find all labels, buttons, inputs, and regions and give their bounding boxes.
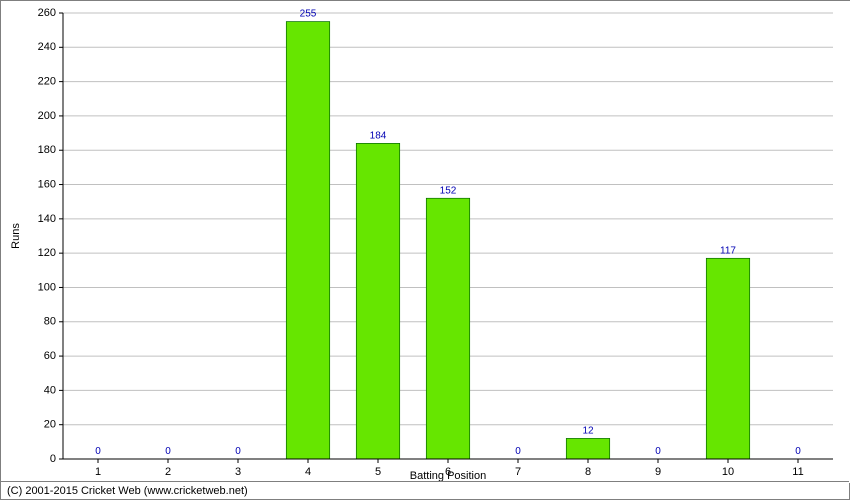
svg-text:40: 40 (44, 384, 56, 396)
x-tick-label: 8 (585, 466, 591, 478)
svg-text:100: 100 (38, 281, 56, 293)
x-tick-label: 2 (165, 466, 171, 478)
x-tick-label: 3 (235, 466, 241, 478)
x-tick-label: 10 (722, 466, 734, 478)
svg-text:80: 80 (44, 316, 56, 328)
svg-text:160: 160 (38, 178, 56, 190)
x-tick-label: 11 (792, 466, 803, 478)
bar-chart: 0204060801001201401601802002202402600102… (1, 1, 850, 483)
svg-text:120: 120 (38, 247, 56, 259)
y-axis-title: Runs (10, 223, 22, 249)
bar-value-label: 12 (582, 425, 594, 436)
bar-value-label: 0 (515, 446, 521, 457)
copyright-footer: (C) 2001-2015 Cricket Web (www.cricketwe… (1, 481, 849, 499)
bar-value-label: 255 (300, 9, 317, 20)
bar (566, 438, 609, 459)
svg-text:240: 240 (38, 41, 56, 53)
x-tick-label: 7 (515, 466, 521, 478)
bar-value-label: 0 (655, 446, 661, 457)
bar (426, 198, 469, 459)
svg-text:60: 60 (44, 350, 56, 362)
bar-value-label: 184 (370, 130, 387, 141)
x-tick-label: 5 (375, 466, 381, 478)
svg-text:0: 0 (50, 453, 56, 465)
svg-text:140: 140 (38, 213, 56, 225)
bar (286, 22, 329, 459)
bar-value-label: 152 (440, 185, 457, 196)
x-tick-label: 1 (95, 466, 101, 478)
svg-text:200: 200 (38, 110, 56, 122)
bar-value-label: 117 (720, 245, 736, 256)
svg-text:20: 20 (44, 419, 56, 431)
bar-value-label: 0 (235, 446, 241, 457)
x-tick-label: 4 (305, 466, 311, 478)
bar (706, 258, 749, 459)
x-tick-label: 9 (655, 466, 661, 478)
chart-container: 0204060801001201401601802002202402600102… (0, 0, 850, 500)
svg-text:260: 260 (38, 7, 56, 19)
bar-value-label: 0 (95, 446, 101, 457)
svg-text:180: 180 (38, 144, 56, 156)
bar (356, 143, 399, 459)
bar-value-label: 0 (795, 446, 801, 457)
bar-value-label: 0 (165, 446, 171, 457)
svg-text:220: 220 (38, 76, 56, 88)
